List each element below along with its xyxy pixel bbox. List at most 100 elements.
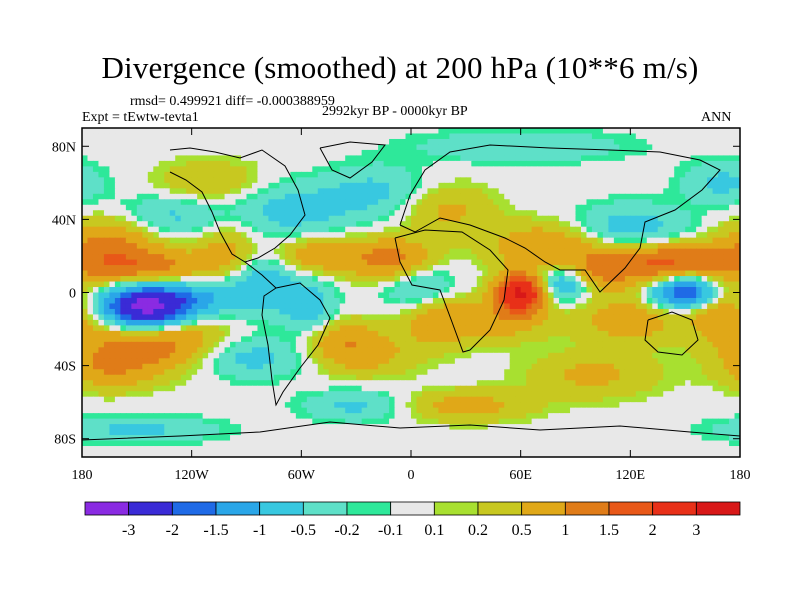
field-cell [383,221,390,228]
field-cell [690,287,697,294]
field-cell [186,287,193,294]
field-cell [241,182,248,189]
field-cell [504,204,511,211]
field-cell [257,171,264,178]
field-cell [454,138,461,146]
field-cell [147,155,154,162]
field-cell [295,254,302,261]
field-cell [213,308,220,316]
field-cell [219,226,226,233]
field-cell [114,133,121,140]
field-cell [729,248,736,255]
field-cell [559,281,566,288]
field-cell [504,160,511,167]
field-cell [262,270,270,277]
field-cell [87,144,94,151]
field-cell [290,287,297,294]
field-cell [624,226,631,233]
field-cell [219,237,226,244]
field-cell [465,341,472,348]
field-cell [114,248,121,255]
field-cell [235,276,242,283]
field-cell [580,336,588,343]
field-cell [257,297,264,305]
field-cell [564,149,571,157]
field-cell [323,182,330,189]
field-cell [356,352,363,359]
field-cell [608,297,615,305]
field-cell [230,254,237,261]
field-cell [262,308,270,316]
field-cell [262,254,270,261]
field-cell [619,287,626,294]
field-cell [230,292,237,299]
field-cell [542,232,549,239]
field-cell [213,226,220,233]
field-cell [570,308,577,316]
field-cell [87,221,94,228]
field-cell [405,155,412,162]
field-cell [98,303,105,310]
field-cell [114,160,121,167]
field-cell [92,133,100,140]
field-cell [109,276,116,283]
field-cell [219,270,226,277]
field-cell [668,128,675,135]
field-cell [136,144,143,151]
field-cell [476,155,483,162]
field-cell [158,160,165,167]
field-cell [608,308,615,316]
field-cell [213,243,220,250]
field-cell [262,210,270,217]
field-cell [394,352,401,359]
field-cell [241,155,248,162]
field-cell [427,199,434,206]
field-cell [542,155,549,162]
field-cell [559,243,566,250]
field-cell [131,308,138,316]
field-cell [251,144,259,151]
field-cell [707,171,714,178]
field-cell [515,259,522,266]
field-cell [509,308,516,316]
field-cell [142,325,149,332]
field-cell [82,177,89,184]
field-cell [487,133,494,140]
field-cell [268,149,275,157]
field-cell [663,330,670,337]
field-cell [219,308,226,316]
field-cell [734,144,740,151]
field-cell [679,259,686,266]
field-cell [635,193,642,200]
field-cell [608,199,615,206]
field-cell [312,133,319,140]
field-cell [142,243,149,250]
field-cell [701,177,708,184]
field-cell [548,237,555,244]
field-cell [465,138,472,146]
field-cell [158,177,165,184]
field-cell [208,171,215,178]
field-cell [679,308,686,316]
field-cell [520,314,527,321]
field-cell [158,319,165,326]
field-cell [476,144,483,151]
field-cell [284,265,291,272]
field-cell [515,232,522,239]
field-cell [372,215,379,222]
field-cell [153,319,160,326]
field-cell [372,281,379,288]
field-cell [498,314,505,321]
field-cell [454,193,461,200]
field-cell [553,276,560,283]
field-cell [202,144,209,151]
field-cell [114,314,121,321]
field-cell [597,292,604,299]
field-cell [498,308,505,316]
field-cell [663,226,670,233]
field-cell [443,221,450,228]
field-cell [548,171,555,178]
field-cell [219,287,226,294]
field-cell [597,182,604,189]
field-cell [668,341,675,348]
